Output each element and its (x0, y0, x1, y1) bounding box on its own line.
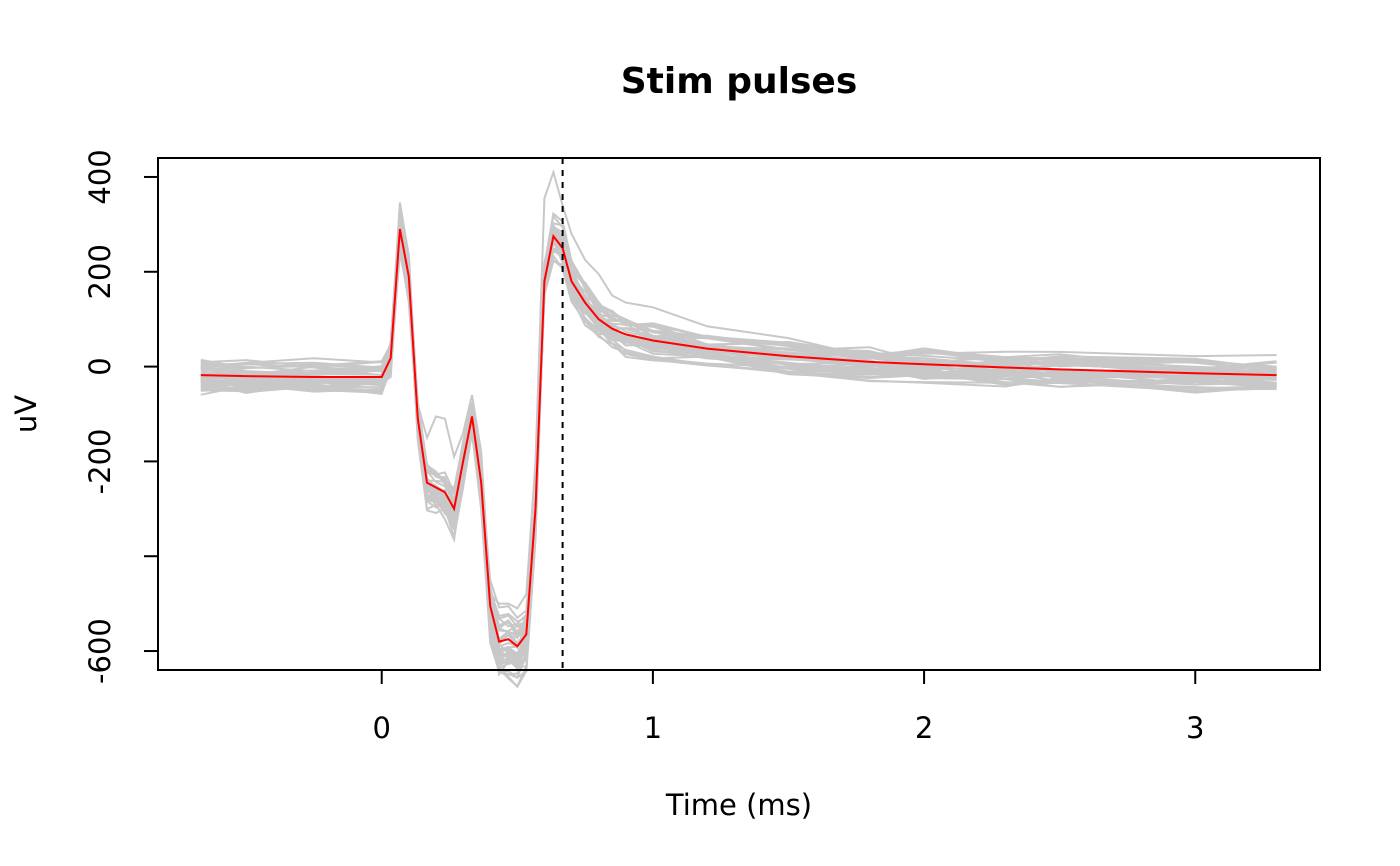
x-tick-label: 3 (1186, 711, 1204, 745)
trace-line (200, 221, 1277, 664)
trace-line (200, 224, 1277, 679)
y-tick-label: 400 (83, 149, 117, 204)
trace-line (200, 237, 1277, 620)
mean-line (200, 228, 1277, 648)
y-axis: -600 -200 0 200 400 (83, 149, 159, 684)
trace-line (200, 252, 1277, 640)
trace-line (200, 214, 1277, 634)
trace-line (200, 223, 1277, 650)
trace-line (200, 213, 1277, 645)
trace-line (200, 168, 1277, 610)
trace-line (200, 236, 1277, 657)
mean-trace (200, 228, 1277, 648)
trace-line (200, 210, 1277, 662)
y-axis-label: uV (9, 395, 43, 433)
trace-line (200, 202, 1277, 658)
trace-line (200, 211, 1277, 667)
trace-line (200, 222, 1277, 633)
chart-title: Stim pulses (621, 61, 858, 102)
trace-line (200, 225, 1277, 662)
trace-line (200, 221, 1277, 688)
x-axis: 0 1 2 3 (372, 669, 1204, 745)
x-tick-label: 1 (644, 711, 662, 745)
trace-line (200, 229, 1277, 629)
trace-line (200, 206, 1277, 660)
trace-line (200, 245, 1277, 635)
trace-line (200, 223, 1277, 641)
y-tick-label: -200 (83, 428, 117, 494)
trace-line (200, 237, 1277, 651)
y-tick-label: -600 (83, 618, 117, 684)
y-tick-label: 0 (83, 357, 117, 375)
trace-line (200, 218, 1277, 680)
trace-line (200, 222, 1277, 689)
trace-line (200, 230, 1277, 623)
trace-line (200, 222, 1277, 671)
trace-line (200, 229, 1277, 656)
trace-line (200, 234, 1277, 659)
trace-line (200, 230, 1277, 671)
trace-line (200, 234, 1277, 664)
trace-line (200, 218, 1277, 677)
trace-line (200, 239, 1277, 636)
trace-line (200, 221, 1277, 676)
trace-line (200, 231, 1277, 666)
trace-line (200, 230, 1277, 665)
x-tick-label: 0 (372, 711, 390, 745)
trace-line (200, 241, 1277, 649)
plot-frame (157, 157, 1321, 671)
trace-line (200, 228, 1277, 662)
trace-line (200, 216, 1277, 655)
y-tick-label: 200 (83, 244, 117, 299)
x-axis-label: Time (ms) (665, 788, 812, 822)
trace-line (200, 233, 1277, 664)
trace-line (200, 225, 1277, 637)
x-tick-label: 2 (915, 711, 933, 745)
trace-line (200, 247, 1277, 648)
trace-line (200, 233, 1277, 628)
trace-line (200, 224, 1277, 669)
individual-traces (200, 168, 1277, 689)
